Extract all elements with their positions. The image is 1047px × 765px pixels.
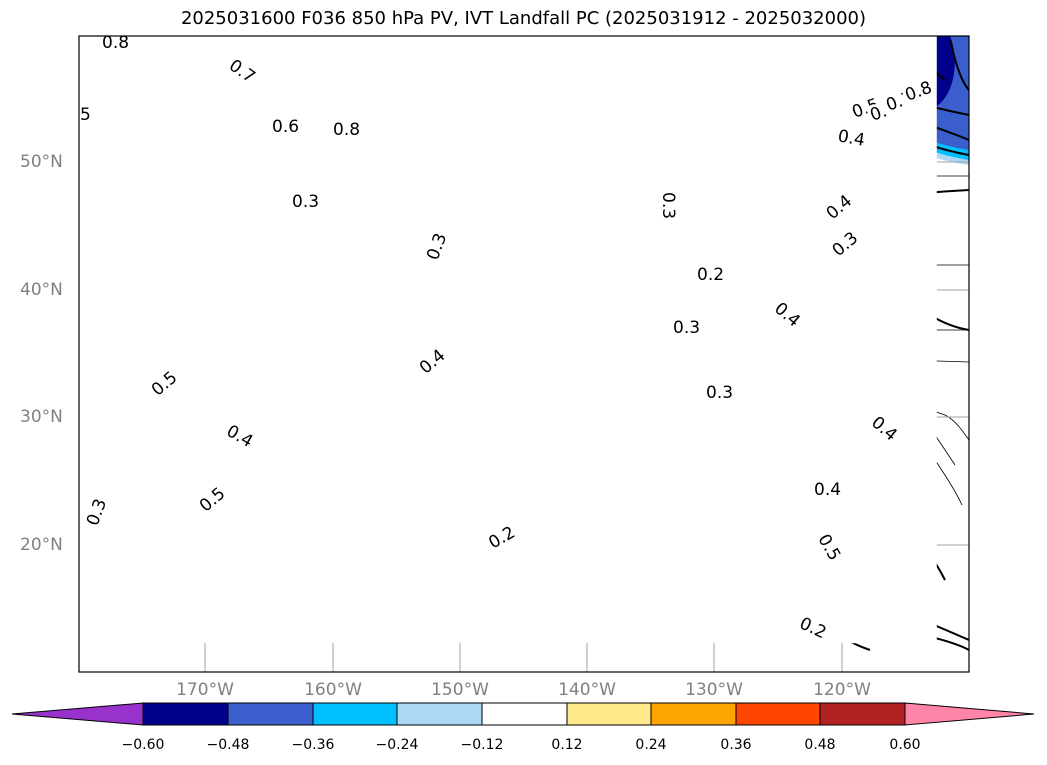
colorbar-tick-9: 0.48: [804, 737, 836, 753]
contour-label-halo: [865, 411, 903, 447]
lon-label-170w: 170°W: [176, 680, 234, 700]
colorbar: [11, 702, 1035, 726]
contour-label-6: 0.3: [292, 192, 319, 212]
colorbar-swatch-4: [396, 702, 483, 726]
contour-label-25: 0.4: [836, 126, 866, 150]
colorbar-swatch-2: [227, 702, 314, 726]
contour-label-18: 0.4: [814, 480, 841, 500]
colorbar-over-arrow: [904, 702, 1035, 726]
contour-label-halo: [658, 190, 678, 222]
colorbar-swatch-7: [650, 702, 737, 726]
contour-label-halo: [100, 36, 132, 53]
contour-label-halo: [414, 344, 451, 380]
contour-label-halo: [331, 120, 363, 140]
lon-label-130w: 130°W: [685, 680, 743, 700]
colorbar-tick-10: 0.60: [889, 737, 921, 753]
colorbar-tick-8: 0.36: [720, 737, 752, 753]
contour-label-halo: [221, 420, 258, 454]
lat-label-40n: 40°N: [20, 280, 63, 300]
map-frame: [78, 35, 970, 673]
contour-label-16: 0.3: [706, 383, 733, 403]
colorbar-tick-5: −0.12: [460, 737, 504, 753]
contour-label-halo: [79, 36, 937, 644]
colorbar-outline: [142, 702, 906, 726]
map-panel: 0.8 0.7 0.6 0.8 5 0.3 0.3 0.3 0.2 0.4 0.…: [79, 33, 969, 672]
colorbar-swatch-8: [735, 702, 821, 726]
lon-label-150w: 150°W: [431, 680, 489, 700]
lat-label-50n: 50°N: [20, 152, 63, 172]
contour-label-halo: [834, 126, 869, 152]
colorbar-tick-3: −0.36: [291, 737, 335, 753]
contour-label-halo: [290, 192, 322, 212]
contour-label-halo: [270, 117, 302, 137]
contour-label-halo: [900, 77, 937, 107]
contour-label-15: 0.3: [673, 318, 700, 338]
colorbar-tick-7: 0.24: [635, 737, 667, 753]
map-title: 2025031600 F036 850 hPa PV, IVT Landfall…: [180, 8, 867, 29]
contour-label-halo: [483, 521, 521, 555]
colorbar-swatch-1: [142, 702, 229, 726]
colorbar-swatch-6: [566, 702, 652, 726]
colorbar-swatch-9: [819, 702, 906, 726]
contour-label-halo: [146, 366, 183, 402]
colorbar-swatch-3: [312, 702, 398, 726]
lon-label-140w: 140°W: [558, 680, 616, 700]
contour-label-halo: [794, 612, 832, 645]
contour-ne-trough-4: [949, 39, 969, 91]
lon-label-160w: 160°W: [304, 680, 362, 700]
contour-label-3: 0.6: [272, 117, 299, 137]
contour-label-1: 0.8: [102, 33, 129, 53]
contour-label-halo: [223, 54, 261, 89]
colorbar-tick-6: 0.12: [551, 737, 583, 753]
contour-label-halo: [671, 318, 703, 338]
contour-label-halo: [821, 189, 858, 226]
contour-label-4: 0.8: [333, 120, 360, 140]
lon-label-120w: 120°W: [813, 680, 871, 700]
contour-label-halo: [79, 105, 93, 125]
lat-label-30n: 30°N: [20, 407, 63, 427]
contour-label-halo: [812, 529, 846, 566]
colorbar-tick-1: −0.60: [121, 737, 165, 753]
contour-label-8: 0.3: [658, 192, 678, 219]
colorbar-swatch-5: [481, 702, 568, 726]
contour-label-halo: [695, 265, 727, 285]
contour-label-group: 0.8 0.7 0.6 0.8 5 0.3 0.3 0.3 0.2 0.4 0.…: [79, 33, 937, 645]
colorbar-tick-4: −0.24: [375, 737, 419, 753]
contour-label-halo: [768, 297, 806, 333]
contour-label-halo: [704, 383, 736, 403]
contour-label-5: 5: [80, 105, 91, 125]
contour-label-halo: [827, 226, 864, 263]
lat-label-20n: 20°N: [20, 535, 63, 555]
colorbar-tick-2: −0.48: [206, 737, 250, 753]
contour-label-halo: [812, 480, 844, 500]
colorbar-under-arrow: [11, 702, 144, 726]
contour-label-9: 0.2: [697, 265, 724, 285]
contour-label-halo: [422, 228, 452, 265]
contour-label-halo: [82, 494, 112, 531]
contour-label-halo: [194, 482, 231, 518]
